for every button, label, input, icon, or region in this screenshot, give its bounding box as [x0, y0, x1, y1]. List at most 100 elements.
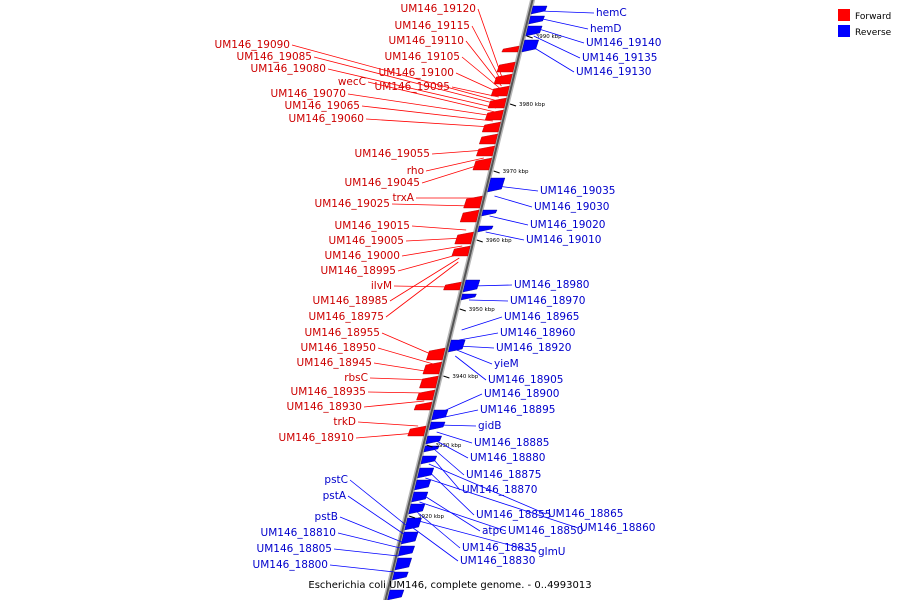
gene-label-um146-19085: UM146_19085 [237, 51, 312, 63]
scale-tick-label: 3930 kbp [435, 443, 461, 449]
scale-tick-label: 3940 kbp [452, 374, 478, 380]
forward-gene-feature [407, 425, 427, 437]
gene-label-um146-19090: UM146_19090 [215, 39, 290, 51]
gene-label-um146-19065: UM146_19065 [285, 100, 360, 112]
scale-tick-mark [408, 515, 416, 519]
gene-label-um146-19080: UM146_19080 [251, 63, 326, 75]
reverse-leader-line [459, 332, 499, 341]
scale-tick-mark [426, 444, 433, 448]
reverse-gene-feature [528, 15, 545, 25]
gene-label-pstb: pstB [315, 511, 338, 523]
gene-label-um146-18995: UM146_18995 [321, 265, 396, 277]
reverse-gene-feature [397, 545, 415, 557]
forward-gene-feature [493, 73, 513, 85]
forward-leader-line [373, 362, 432, 373]
gene-label-um146-18880: UM146_18880 [470, 452, 545, 464]
forward-gene-feature [487, 97, 507, 109]
gene-label-um146-19060: UM146_19060 [289, 113, 364, 125]
reverse-gene-feature [431, 409, 449, 421]
forward-leader-line [405, 237, 465, 242]
gene-label-um146-19115: UM146_19115 [395, 20, 470, 32]
forward-leader-line [291, 44, 498, 102]
forward-leader-line [397, 253, 461, 272]
gene-label-um146-18970: UM146_18970 [510, 295, 585, 307]
forward-gene-feature [481, 121, 501, 133]
gene-label-um146-18875: UM146_18875 [466, 469, 541, 481]
reverse-leader-line [533, 35, 581, 59]
forward-leader-line [377, 347, 434, 365]
forward-leader-line [461, 56, 501, 90]
gene-label-um146-18805: UM146_18805 [257, 543, 332, 555]
reverse-gene-feature [462, 279, 481, 293]
gene-label-rho: rho [407, 165, 424, 177]
reverse-gene-feature [425, 435, 442, 445]
forward-leader-line [369, 377, 430, 381]
scale-tick-label: 3920 kbp [418, 514, 444, 520]
gene-label-um146-18920: UM146_18920 [496, 342, 571, 354]
scale-tick-mark [526, 35, 533, 39]
reverse-leader-line [441, 393, 483, 413]
reverse-gene-feature [481, 209, 498, 217]
gene-label-pstc: pstC [324, 474, 348, 486]
reverse-gene-feature [392, 571, 409, 581]
reverse-leader-line [414, 519, 537, 553]
gene-label-um146-19005: UM146_19005 [329, 235, 404, 247]
reverse-gene-feature [417, 467, 435, 479]
gene-label-um146-18885: UM146_18885 [474, 437, 549, 449]
reverse-leader-line [485, 231, 525, 241]
scale-tick-mark [493, 170, 500, 174]
gene-label-um146-19015: UM146_19015 [335, 220, 410, 232]
gene-label-um146-18900: UM146_18900 [484, 388, 559, 400]
gene-label-um146-18810: UM146_18810 [261, 527, 336, 539]
forward-leader-line [347, 93, 495, 117]
gene-label-um146-19100: UM146_19100 [379, 67, 454, 79]
gene-label-um146-18895: UM146_18895 [480, 404, 555, 416]
gene-label-um146-19030: UM146_19030 [534, 201, 609, 213]
forward-leader-line [393, 285, 453, 288]
gene-label-um146-18855: UM146_18855 [476, 509, 551, 521]
gene-label-atpc: atpC [482, 525, 507, 537]
gene-label-um146-18975: UM146_18975 [309, 311, 384, 323]
reverse-leader-line [430, 455, 461, 491]
gene-label-um146-18850: UM146_18850 [508, 525, 583, 537]
reverse-leader-line [436, 431, 473, 444]
reverse-leader-line [349, 479, 407, 526]
reverse-gene-feature [487, 177, 506, 193]
gene-label-psta: pstA [323, 490, 347, 502]
reverse-gene-feature [414, 479, 432, 491]
forward-gene-feature [496, 61, 516, 73]
reverse-gene-feature [428, 421, 446, 431]
reverse-leader-line [439, 409, 479, 419]
gene-label-um146-18865: UM146_18865 [548, 508, 623, 520]
gene-label-um146-19025: UM146_19025 [315, 198, 390, 210]
reverse-leader-line [434, 439, 469, 459]
gene-label-um146-18870: UM146_18870 [462, 484, 537, 496]
gene-label-um146-18960: UM146_18960 [500, 327, 575, 339]
gene-label-um146-18945: UM146_18945 [297, 357, 372, 369]
forward-gene-feature [422, 361, 443, 375]
forward-leader-line [357, 421, 419, 427]
reverse-leader-line [347, 495, 404, 535]
forward-leader-line [391, 203, 473, 207]
gene-label-um146-19020: UM146_19020 [530, 219, 605, 231]
gene-label-um146-18830: UM146_18830 [460, 555, 535, 567]
legend: Forward Reverse [838, 9, 892, 38]
reverse-leader-line [333, 548, 399, 557]
forward-labels: UM146_19120 UM146_19115 UM146_19110 UM146_1… [215, 3, 504, 444]
forward-leader-line [477, 8, 504, 81]
reverse-leader-line [494, 195, 533, 208]
reverse-leader-line [438, 424, 477, 427]
gene-label-um146-18905: UM146_18905 [488, 374, 563, 386]
reverse-leader-line [457, 345, 495, 349]
gene-label-um146-19110: UM146_19110 [389, 35, 464, 47]
forward-gene-feature [419, 375, 439, 389]
gene-label-um146-19120: UM146_19120 [401, 3, 476, 15]
forward-leader-line [455, 72, 500, 94]
reverse-leader-line [461, 316, 503, 331]
scale-tick-mark [459, 308, 466, 312]
forward-leader-line [365, 118, 492, 128]
forward-gene-feature [478, 133, 498, 145]
gene-label-um146-19055: UM146_19055 [355, 148, 430, 160]
map-title: Escherichia coli UM146, complete genome.… [308, 580, 591, 591]
legend-label-reverse: Reverse [855, 28, 892, 38]
